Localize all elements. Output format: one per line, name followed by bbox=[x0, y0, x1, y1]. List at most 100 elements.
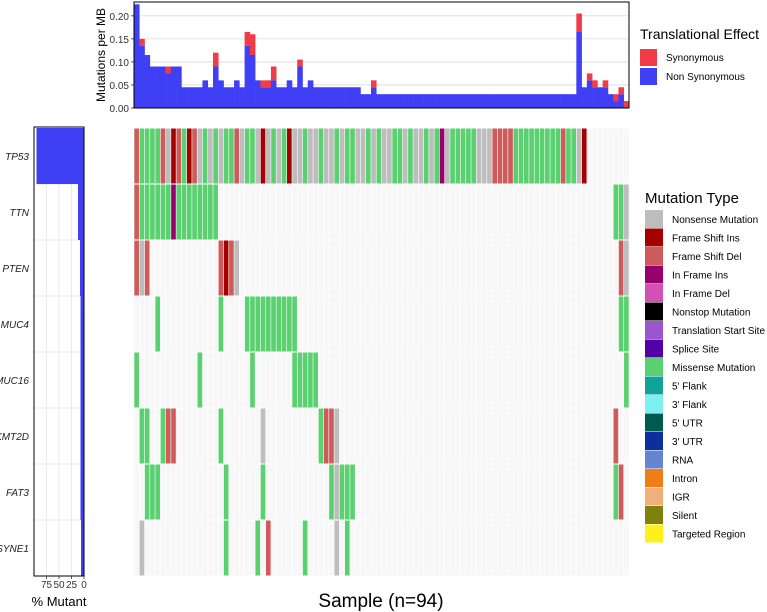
mutation-cell bbox=[191, 128, 198, 184]
mutation-cells bbox=[134, 128, 630, 576]
tmb-bar-nonsynonymous bbox=[155, 66, 161, 108]
gene-label: MUC4 bbox=[1, 320, 30, 331]
translational-effect-legend-swatch bbox=[640, 68, 657, 85]
mutation-cell bbox=[618, 240, 624, 296]
percent-mutant-bar bbox=[78, 184, 84, 240]
mutation-cell bbox=[297, 352, 303, 408]
mutation-type-legend-label: IGR bbox=[672, 493, 690, 504]
mutation-cell bbox=[576, 128, 582, 184]
mutation-type-legend-label: 5' Flank bbox=[672, 382, 708, 393]
mutation-cell bbox=[286, 296, 293, 352]
tmb-bar-nonsynonymous bbox=[360, 94, 367, 108]
tmb-bar-synonymous bbox=[244, 31, 251, 46]
mutation-cell bbox=[318, 128, 324, 184]
percent-mutant-x-tick-label: 50 bbox=[53, 580, 65, 591]
mutation-cell bbox=[481, 128, 488, 184]
mutation-cell bbox=[344, 464, 351, 520]
mutation-cell bbox=[218, 408, 224, 464]
mutation-cell bbox=[218, 296, 224, 352]
mutation-type-legend-swatch bbox=[645, 506, 663, 524]
tmb-bar-nonsynonymous bbox=[144, 55, 151, 108]
tmb-bar-synonymous bbox=[249, 34, 256, 55]
mutation-cell bbox=[197, 128, 203, 184]
tmb-bar-nonsynonymous bbox=[613, 101, 619, 108]
mutation-cell bbox=[291, 296, 298, 352]
mutation-cell bbox=[386, 128, 393, 184]
mutation-cell bbox=[281, 296, 287, 352]
tmb-bar-nonsynonymous bbox=[476, 94, 482, 108]
tmb-bar-synonymous bbox=[139, 38, 145, 46]
gene-label: FAT3 bbox=[6, 488, 29, 499]
tmb-bar-nonsynonymous bbox=[323, 87, 330, 108]
mutation-cell bbox=[355, 128, 361, 184]
tmb-bar-synonymous bbox=[370, 80, 377, 88]
mutation-type-legend-swatch bbox=[645, 247, 663, 265]
tmb-bar-nonsynonymous bbox=[313, 87, 319, 108]
tmb-bar-nonsynonymous bbox=[402, 94, 409, 108]
mutation-cell bbox=[223, 240, 229, 296]
mutation-cell bbox=[155, 128, 161, 184]
tmb-bar-nonsynonymous bbox=[381, 94, 388, 108]
mutation-cell bbox=[165, 184, 172, 240]
percent-mutant-gridlines bbox=[34, 127, 85, 576]
mutation-cell bbox=[302, 128, 308, 184]
mutation-cell bbox=[134, 128, 140, 184]
mutation-type-legend-label: Splice Site bbox=[672, 345, 720, 356]
mutation-type-legend-label: Silent bbox=[672, 511, 697, 522]
tmb-y-tick-label: 0.15 bbox=[110, 35, 130, 46]
percent-mutant-x-tick-label: 0 bbox=[81, 580, 87, 591]
gene-label: SYNE1 bbox=[0, 544, 29, 555]
mutation-cell bbox=[244, 296, 251, 352]
tmb-panel: 0.00 0.05 0.10 0.15 0.20 Mutations per MB bbox=[94, 1, 630, 115]
tmb-bar-nonsynonymous bbox=[370, 87, 377, 108]
tmb-bar-nonsynonymous bbox=[471, 94, 477, 108]
tmb-bar-nonsynonymous bbox=[407, 94, 414, 108]
tmb-bar-nonsynonymous bbox=[176, 66, 182, 108]
mutation-cell bbox=[550, 128, 556, 184]
mutation-cell bbox=[339, 128, 345, 184]
mutation-cell bbox=[349, 128, 356, 184]
mutation-cell bbox=[139, 408, 145, 464]
mutation-cell bbox=[307, 352, 314, 408]
mutation-cell bbox=[255, 128, 261, 184]
tmb-bar-nonsynonymous bbox=[486, 94, 493, 108]
mutation-cell bbox=[449, 128, 456, 184]
mutation-cell bbox=[323, 128, 330, 184]
tmb-bar-nonsynonymous bbox=[481, 94, 488, 108]
tmb-bar-nonsynonymous bbox=[449, 94, 456, 108]
mutation-cell bbox=[286, 128, 293, 184]
mutation-cell bbox=[313, 352, 319, 408]
tmb-bar-nonsynonymous bbox=[502, 94, 509, 108]
mutation-cell bbox=[139, 240, 145, 296]
mutation-cell bbox=[313, 128, 319, 184]
mutation-cell bbox=[328, 408, 335, 464]
mutation-cell bbox=[191, 184, 198, 240]
tmb-bar-nonsynonymous bbox=[212, 66, 219, 108]
tmb-bar-nonsynonymous bbox=[281, 87, 288, 108]
oncoplot-matrix: Sample (n=94) bbox=[133, 127, 630, 612]
tmb-bar-nonsynonymous bbox=[270, 80, 277, 108]
mutation-cell bbox=[344, 520, 351, 576]
mutation-cell bbox=[260, 464, 266, 520]
mutation-cell bbox=[618, 464, 624, 520]
mutation-cell bbox=[439, 128, 445, 184]
mutation-cell bbox=[291, 128, 298, 184]
mutation-cell bbox=[613, 464, 619, 520]
tmb-bar-nonsynonymous bbox=[423, 94, 430, 108]
mutation-cell bbox=[497, 128, 503, 184]
oncoplot-cell-grid bbox=[133, 127, 630, 577]
mutation-type-legend-swatch bbox=[645, 210, 663, 228]
tmb-bar-nonsynonymous bbox=[191, 87, 198, 108]
mutation-cell bbox=[581, 128, 588, 184]
mutation-cell bbox=[144, 408, 150, 464]
tmb-y-tick-label: 0.00 bbox=[110, 104, 130, 115]
mutation-cell bbox=[228, 128, 235, 184]
tmb-bar-nonsynonymous bbox=[207, 87, 214, 108]
gene-label: PTEN bbox=[2, 264, 29, 275]
mutation-cell bbox=[291, 352, 298, 408]
mutation-cell bbox=[155, 464, 161, 520]
mutation-cell bbox=[334, 464, 340, 520]
mutation-cell bbox=[486, 128, 493, 184]
tmb-bar-synonymous bbox=[260, 80, 266, 88]
